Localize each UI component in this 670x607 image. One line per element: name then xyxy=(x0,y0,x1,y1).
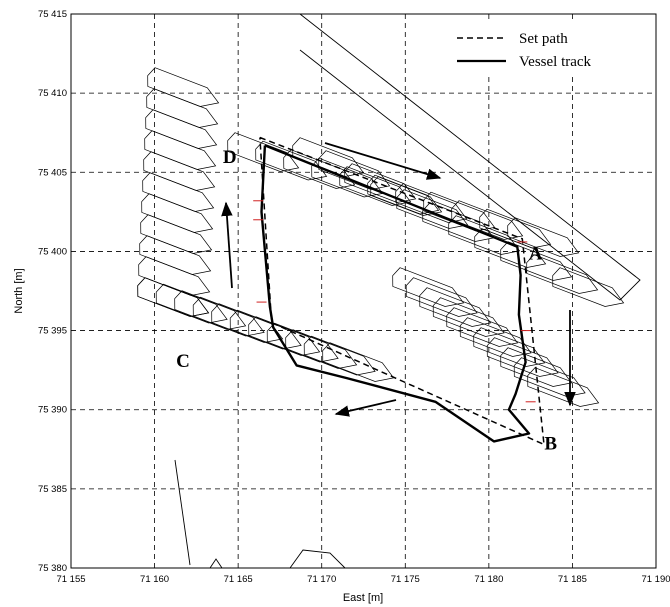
vessel-outline xyxy=(141,193,214,233)
tick-labels: 71 155 71 160 71 165 71 170 71 175 71 180 71 1… xyxy=(38,9,670,585)
vessel-outline xyxy=(155,283,228,324)
y-tick-label: 75 390 xyxy=(38,405,67,416)
vessel-outline xyxy=(303,335,376,376)
vessel-outline xyxy=(419,287,492,327)
pier-outline xyxy=(289,549,346,568)
y-tick-label: 75 395 xyxy=(38,326,67,337)
vessel-outline xyxy=(174,290,247,330)
set-path-line xyxy=(259,136,545,446)
vessel-outline xyxy=(507,217,580,257)
x-axis-label: East [m] xyxy=(343,592,383,604)
vessel-track-line xyxy=(260,144,531,443)
vessel-outline xyxy=(451,200,524,240)
direction-arrow xyxy=(221,201,233,289)
vessel-outline xyxy=(500,347,573,387)
vessel-outline xyxy=(370,176,443,216)
y-axis-label: North [m] xyxy=(13,268,25,313)
vessel-outline xyxy=(448,215,521,255)
vessel-outline xyxy=(266,322,339,363)
quay-structure xyxy=(174,14,641,568)
vessel-outline xyxy=(526,254,599,294)
vessel-outline xyxy=(192,296,265,337)
vessel-outline xyxy=(146,88,219,128)
vessel-outline xyxy=(432,297,505,337)
corner-label: A xyxy=(529,243,543,264)
vessel-outline xyxy=(311,157,384,198)
legend-box xyxy=(446,22,650,76)
vessel-outline xyxy=(138,256,211,296)
corner-label: C xyxy=(176,351,190,372)
direction-arrow xyxy=(324,142,442,180)
quay-edge xyxy=(299,14,641,301)
vessel-outline xyxy=(392,267,465,307)
plot-frame xyxy=(70,13,657,569)
vessel-outline xyxy=(137,277,210,317)
vessel-outline xyxy=(422,202,495,242)
y-tick-label: 75 400 xyxy=(38,246,67,257)
vessel-outline xyxy=(144,130,217,170)
vessel-outline-trail xyxy=(137,67,625,407)
y-tick-label: 75 405 xyxy=(38,167,67,178)
vessel-outline xyxy=(405,277,478,317)
vessel-outline xyxy=(500,241,573,281)
vessel-outline xyxy=(283,149,356,189)
x-tick-label: 71 180 xyxy=(474,574,503,585)
vessel-outline xyxy=(474,228,547,268)
vessel-outline xyxy=(459,317,532,357)
x-tick-label: 71 160 xyxy=(140,574,169,585)
x-tick-label: 71 185 xyxy=(558,574,587,585)
vessel-outline xyxy=(142,172,215,212)
vessel-outline xyxy=(139,235,212,275)
x-tick-label: 71 190 xyxy=(641,574,670,585)
vessel-outline xyxy=(229,309,302,350)
y-tick-label: 75 380 xyxy=(38,563,67,574)
vessel-outline xyxy=(486,337,559,377)
vessel-outline xyxy=(145,109,218,149)
vessel-outline xyxy=(255,140,328,181)
vessel-outline xyxy=(248,316,321,356)
x-tick-label: 71 155 xyxy=(56,574,85,585)
series-lines xyxy=(253,136,545,446)
direction-arrow xyxy=(334,399,397,417)
legend: Set path Vessel track xyxy=(446,22,650,76)
shore-line xyxy=(174,459,191,566)
vessel-outline xyxy=(211,303,284,343)
vessel-outline xyxy=(527,367,600,407)
vessel-outline xyxy=(322,342,395,382)
x-tick-label: 71 170 xyxy=(307,574,336,585)
vessel-outline xyxy=(140,214,213,254)
x-tick-label: 71 165 xyxy=(224,574,253,585)
y-tick-label: 75 415 xyxy=(38,9,67,20)
vessel-outline xyxy=(344,163,417,203)
pier-outline-small xyxy=(209,558,223,568)
y-tick-label: 75 385 xyxy=(38,484,67,495)
vessel-outline xyxy=(446,307,519,347)
x-tick-label: 71 175 xyxy=(391,574,420,585)
direction-arrows xyxy=(221,142,576,417)
corner-label: D xyxy=(223,147,237,168)
legend-label-vessel-track: Vessel track xyxy=(519,54,592,70)
corner-labels: A B C D xyxy=(176,147,557,454)
vessel-outline xyxy=(227,132,300,172)
vessel-outline xyxy=(318,150,391,190)
vessel-outline xyxy=(147,67,220,107)
grid xyxy=(71,14,656,568)
legend-label-set-path: Set path xyxy=(519,31,568,47)
vessel-outline xyxy=(285,329,358,369)
y-tick-label: 75 410 xyxy=(38,88,67,99)
vessel-outline xyxy=(395,183,468,223)
corner-label: B xyxy=(544,433,557,454)
vessel-outline xyxy=(552,267,625,307)
